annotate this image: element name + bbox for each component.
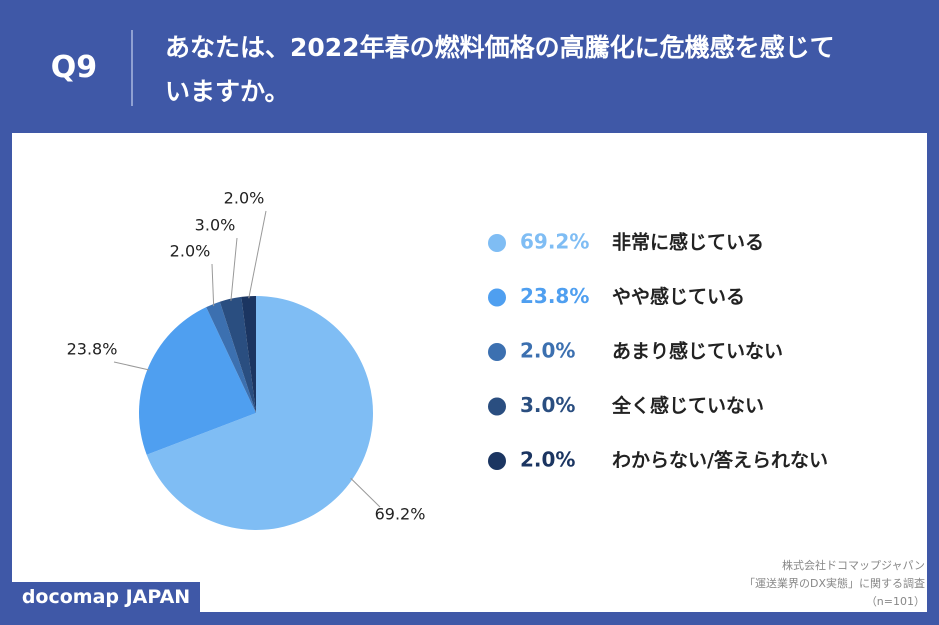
legend-value: 3.0% <box>520 393 575 417</box>
pie-slice <box>139 307 256 455</box>
legend-marker <box>488 397 506 416</box>
legend-marker <box>488 343 506 361</box>
leader-line <box>113 361 150 371</box>
data-label: 3.0% <box>195 216 236 235</box>
legend-label: 非常に感じている <box>612 231 764 254</box>
legend-label: わからない/答えられない <box>612 449 828 472</box>
leader-line <box>211 263 215 307</box>
legend-marker <box>488 288 506 307</box>
legend-label: 全く感じていない <box>611 394 764 417</box>
leader-line <box>248 210 267 299</box>
leader-line <box>350 477 381 508</box>
pie-slice <box>206 301 256 413</box>
pie-slice <box>241 296 256 413</box>
source: （n=101） <box>865 595 925 608</box>
pie-slice <box>219 296 256 413</box>
legend-value: 23.8% <box>520 284 589 308</box>
data-label: 2.0% <box>224 189 265 208</box>
source: 株式会社ドコマップジャパン <box>782 559 925 572</box>
brand: docomap JAPAN <box>12 582 200 612</box>
data-label: 2.0% <box>170 242 211 261</box>
separator <box>131 30 133 106</box>
leader-line <box>230 237 238 301</box>
question-title: あなたは、2022年春の燃料価格の高騰化に危機感を感じていますか。 <box>165 33 835 106</box>
pie-slice <box>146 296 374 530</box>
data-label: 23.8% <box>67 340 118 359</box>
legend-value: 2.0% <box>520 339 575 363</box>
data-label: 69.2% <box>375 505 426 524</box>
source: 「運送業界のDX実態」に関する調査 <box>743 577 925 590</box>
legend-label: あまり感じていない <box>612 340 783 363</box>
legend-value: 2.0% <box>520 448 575 472</box>
legend-label: やや感じている <box>612 285 745 308</box>
legend-value: 69.2% <box>520 230 589 254</box>
question-number: Q9 <box>50 50 98 85</box>
legend-marker <box>488 452 506 470</box>
legend-marker <box>488 234 506 252</box>
